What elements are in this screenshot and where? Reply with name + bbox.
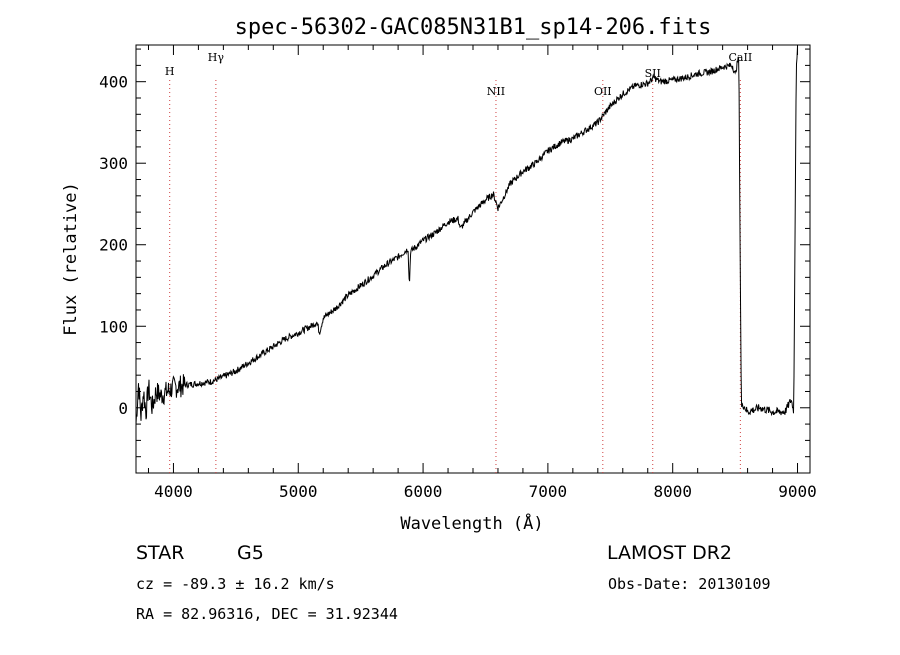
x-tick-label: 4000 — [154, 482, 193, 501]
line-marker-label: OII — [594, 85, 612, 98]
y-tick-label: 0 — [118, 399, 128, 418]
y-tick-label: 200 — [99, 236, 128, 255]
line-marker-label: Hγ — [208, 51, 225, 64]
y-tick-label: 300 — [99, 154, 128, 173]
survey-label: LAMOST DR2 — [607, 542, 732, 564]
redshift-text: cz = -89.3 ± 16.2 km/s — [136, 575, 335, 593]
coordinates-text: RA = 82.96316, DEC = 31.92344 — [136, 605, 398, 623]
spectrum-line — [135, 46, 798, 425]
y-axis-label: Flux (relative) — [61, 182, 81, 336]
x-axis: 4000 5000 6000 7000 8000 9000 — [147, 45, 817, 501]
y-tick-label: 100 — [99, 317, 128, 336]
line-marker-label: SII — [645, 67, 661, 80]
x-tick-label: 8000 — [653, 482, 692, 501]
y-axis: 0 100 200 300 400 — [99, 48, 810, 458]
chart-title: spec-56302-GAC085N31B1_sp14-206.fits — [235, 15, 712, 40]
object-class: STAR — [136, 542, 184, 564]
line-marker-label: CaII — [729, 51, 753, 64]
spectral-line-markers: H Hγ NII OII SII CaII — [165, 51, 752, 473]
x-tick-label: 5000 — [279, 482, 318, 501]
x-tick-label: 9000 — [778, 482, 817, 501]
x-tick-label: 7000 — [529, 482, 568, 501]
obs-date-text: Obs-Date: 20130109 — [608, 575, 771, 593]
object-subclass: G5 — [237, 542, 264, 564]
plot-frame — [135, 44, 811, 474]
x-tick-label: 6000 — [404, 482, 443, 501]
spectrum-series — [135, 46, 798, 425]
line-marker-label: H — [165, 65, 175, 78]
line-marker-label: NII — [487, 85, 505, 98]
y-tick-label: 400 — [99, 73, 128, 92]
x-axis-label: Wavelength (Å) — [400, 512, 543, 534]
